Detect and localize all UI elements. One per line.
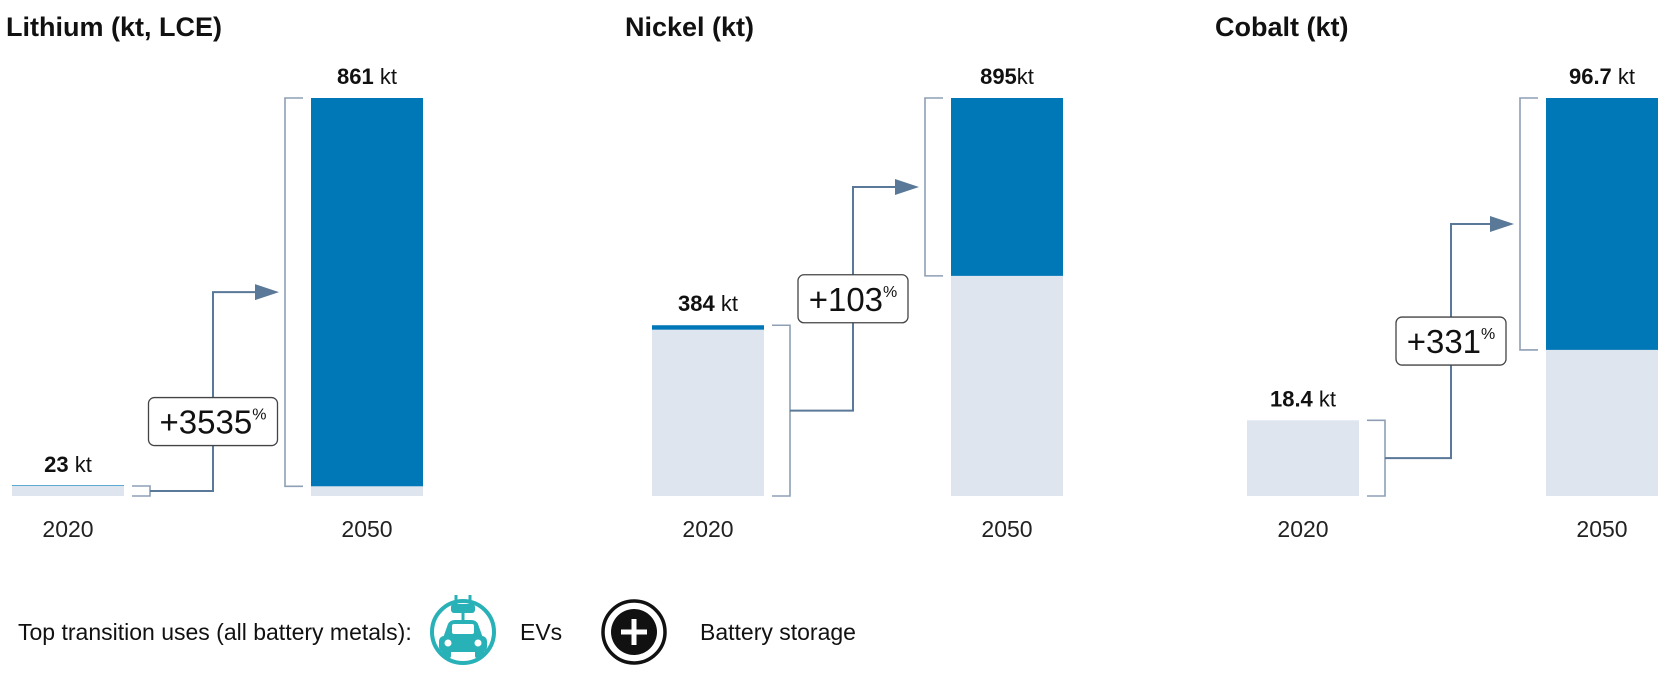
change-box	[797, 274, 909, 324]
total-label: 18.4 kt	[1270, 386, 1336, 411]
total-label: 23 kt	[44, 452, 92, 477]
change-label: +103%	[809, 281, 898, 318]
x-tick-label: 2020	[1277, 516, 1328, 542]
legend-item-battery-storage: Battery storage	[700, 619, 856, 645]
bar-segment-dark	[951, 98, 1063, 276]
chart-title: Cobalt (kt)	[1215, 12, 1348, 42]
total-label-value: 23	[44, 452, 68, 477]
bar-segment-light	[951, 275, 1063, 496]
bar-segment-dark	[311, 98, 423, 487]
change-value: +331	[1407, 323, 1481, 360]
change-value: +3535	[160, 404, 253, 441]
legend-label: Top transition uses (all battery metals)…	[18, 619, 412, 645]
x-tick-label: 2020	[682, 516, 733, 542]
change-percent-sign: %	[1481, 326, 1495, 343]
total-label-value: 861	[337, 64, 374, 89]
total-label: 861 kt	[337, 64, 397, 89]
x-tick-label: 2050	[341, 516, 392, 542]
arrow-head	[255, 284, 279, 301]
ev-car-icon	[430, 595, 496, 665]
bar-segment-light	[652, 329, 764, 496]
chart-title: Nickel (kt)	[625, 12, 754, 42]
bracket-2020	[772, 324, 791, 497]
change-percent-sign: %	[883, 284, 897, 301]
connector-arrow	[150, 291, 257, 492]
bracket-2050-increase	[284, 97, 303, 488]
battery-storage-plus-icon	[601, 599, 667, 665]
total-label-unit: kt	[69, 452, 92, 477]
bracket-2050-increase	[924, 97, 943, 277]
total-label: 384 kt	[678, 291, 738, 316]
chart-title: Lithium (kt, LCE)	[6, 12, 222, 42]
total-label-unit: kt	[374, 64, 397, 89]
total-label: 895kt	[980, 64, 1034, 89]
bracket-2050-increase	[1519, 97, 1538, 351]
arrow-head	[1490, 215, 1514, 232]
total-label-value: 96.7	[1569, 64, 1612, 89]
x-tick-label: 2050	[981, 516, 1032, 542]
legend-item-evs: EVs	[520, 619, 562, 645]
bar-segment-dark	[1546, 98, 1658, 350]
total-label-value: 895	[980, 64, 1017, 89]
total-label-value: 384	[678, 291, 715, 316]
bar-segment-light	[1247, 420, 1359, 496]
bar-segment-light	[1546, 349, 1658, 496]
change-label: +3535%	[160, 404, 267, 441]
arrow-head	[895, 178, 919, 195]
total-label: 96.7 kt	[1569, 64, 1635, 89]
change-label: +331%	[1407, 323, 1496, 360]
change-percent-sign: %	[252, 407, 266, 424]
bracket-2020	[132, 485, 151, 497]
change-value: +103	[809, 281, 883, 318]
change-box	[147, 396, 279, 447]
total-label-unit: kt	[715, 291, 738, 316]
x-tick-label: 2050	[1576, 516, 1627, 542]
bar-segment-light	[311, 486, 423, 496]
total-label-unit: kt	[1313, 386, 1336, 411]
bracket-2020	[1367, 419, 1386, 497]
change-box	[1395, 316, 1507, 366]
total-label-value: 18.4	[1270, 386, 1314, 411]
bar-segment-dark	[652, 325, 764, 330]
legend: Top transition uses (all battery metals)…	[18, 595, 856, 665]
x-tick-label: 2020	[42, 516, 93, 542]
total-label-unit: kt	[1017, 64, 1034, 89]
chart-panel-3: Cobalt (kt) 18.4 kt 2020 96.7 kt 2050 +331%	[1215, 12, 1658, 542]
chart-panel-1: Lithium (kt, LCE) 23 kt 2020 861 kt 2050 +353…	[6, 12, 423, 542]
total-label-unit: kt	[1612, 64, 1635, 89]
bar-segment-light	[12, 486, 124, 496]
